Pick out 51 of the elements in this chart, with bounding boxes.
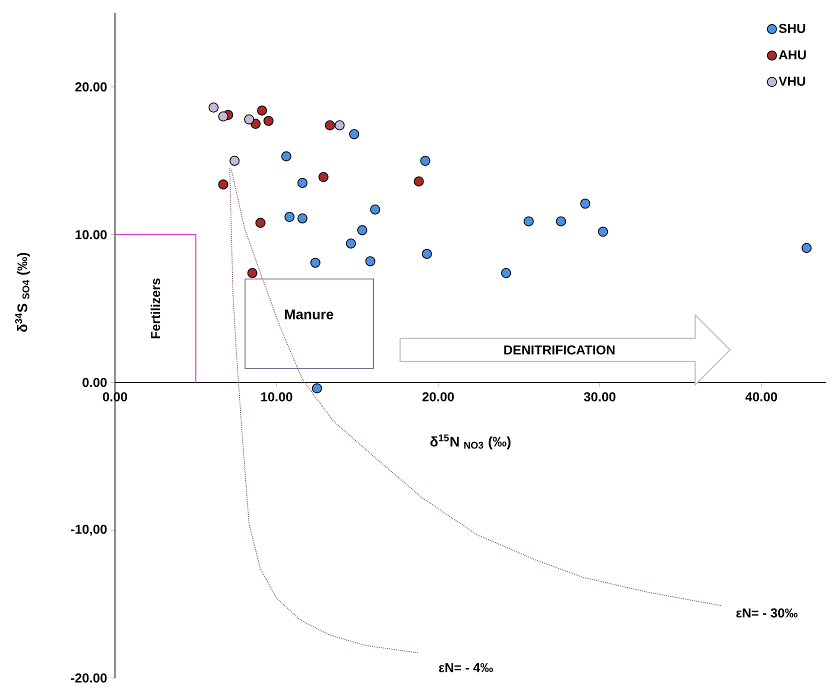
point bbox=[349, 129, 360, 140]
x-tick-label: 20.00 bbox=[422, 392, 454, 402]
point bbox=[312, 383, 322, 394]
annotation: εN= - 4‰ bbox=[438, 663, 493, 672]
point bbox=[230, 156, 240, 166]
point bbox=[501, 268, 512, 278]
annotation: Fertilizers bbox=[150, 278, 160, 338]
point bbox=[310, 258, 320, 268]
point bbox=[346, 238, 356, 249]
point bbox=[244, 114, 254, 124]
legend-label: AHU bbox=[778, 50, 806, 60]
point bbox=[802, 242, 812, 254]
point bbox=[365, 256, 376, 266]
point bbox=[524, 216, 534, 226]
y-tick-label: -20.00 bbox=[71, 673, 107, 683]
point bbox=[598, 226, 608, 237]
point bbox=[324, 120, 335, 130]
x-axis-title: δ$^{15}$N $_{NO3}$ (‰) bbox=[430, 434, 511, 450]
x-tick-label: 30.00 bbox=[584, 392, 616, 402]
point bbox=[218, 179, 228, 190]
y-tick-label: -10,00 bbox=[71, 524, 107, 536]
point bbox=[255, 218, 266, 228]
point bbox=[247, 268, 258, 278]
point bbox=[422, 248, 432, 259]
point bbox=[420, 156, 430, 166]
point bbox=[556, 216, 566, 226]
legend-label: SHU bbox=[778, 24, 806, 33]
point bbox=[281, 151, 292, 162]
y-tick-label: 20.00 bbox=[75, 82, 107, 92]
point bbox=[414, 176, 424, 187]
point bbox=[218, 111, 228, 122]
point bbox=[263, 116, 274, 126]
point bbox=[208, 102, 219, 113]
y-tick-label: 0.00 bbox=[82, 378, 107, 388]
point bbox=[297, 213, 308, 224]
point bbox=[370, 204, 380, 215]
annotation: Manure bbox=[285, 310, 334, 320]
y-tick-label: 10.00 bbox=[76, 230, 107, 240]
x-tick-label: 40.00 bbox=[745, 392, 778, 402]
point bbox=[580, 198, 590, 209]
point bbox=[318, 172, 329, 182]
y-axis-title: δ$^{34}$S $_{SO4}$ (‰) bbox=[15, 252, 30, 332]
legend-label: VHU bbox=[778, 76, 806, 86]
point bbox=[297, 178, 308, 188]
annotation: DENITRIFICATION bbox=[504, 345, 615, 355]
x-tick-label: 10.00 bbox=[261, 392, 292, 402]
point bbox=[257, 105, 268, 116]
point bbox=[284, 212, 295, 222]
point bbox=[334, 120, 345, 130]
annotation: εN= - 30‰ bbox=[736, 608, 798, 618]
point bbox=[357, 225, 368, 236]
